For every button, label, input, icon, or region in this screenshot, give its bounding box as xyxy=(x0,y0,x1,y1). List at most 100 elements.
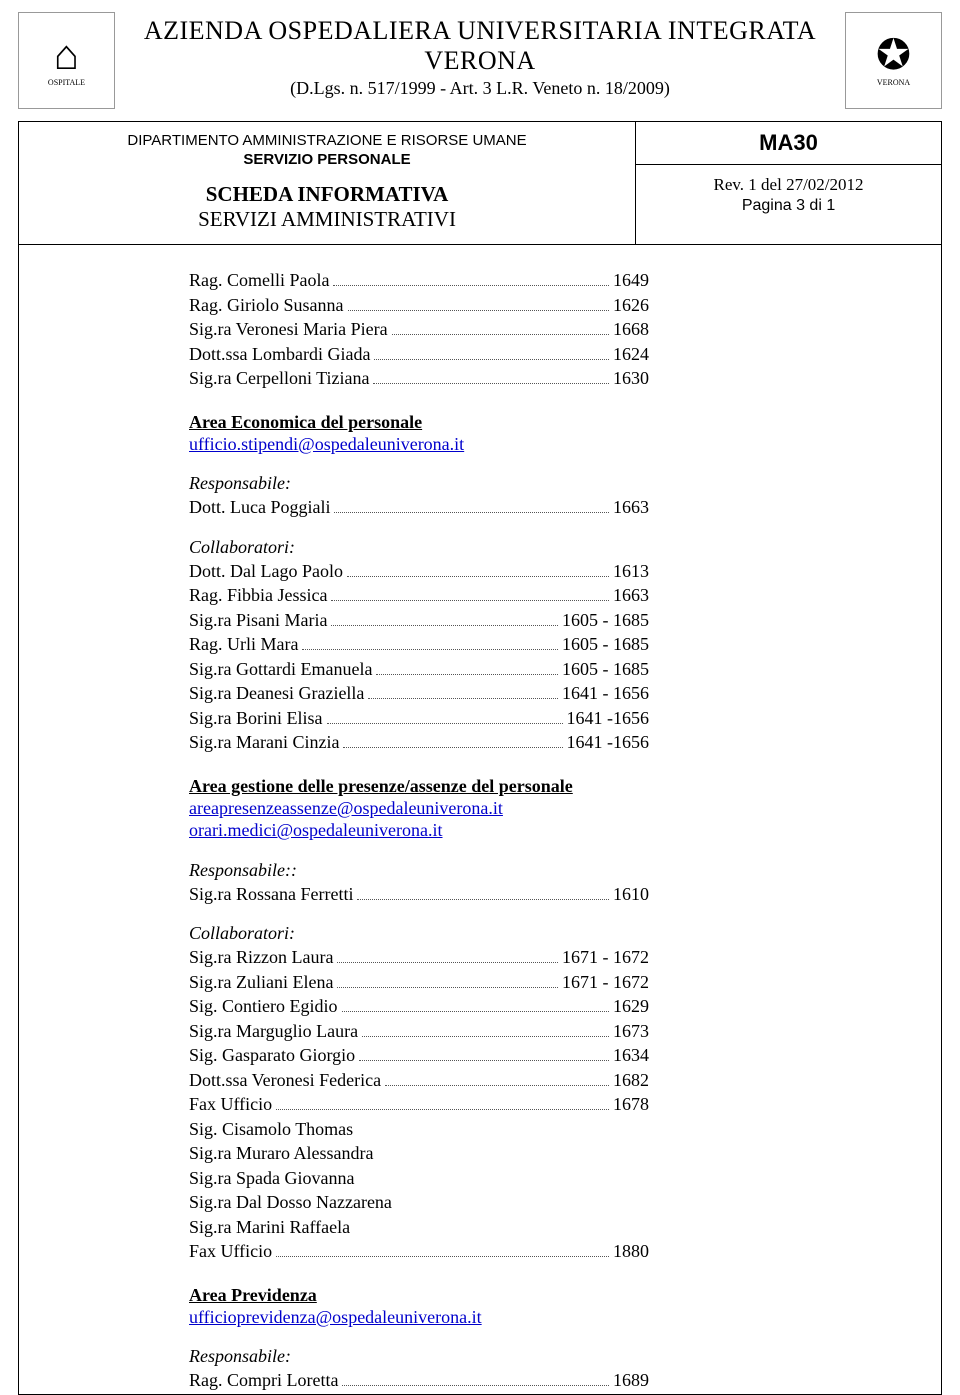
page-line: Pagina 3 di 1 xyxy=(640,197,937,215)
person-name: Rag. Urli Mara xyxy=(189,633,298,656)
table-row: Sig.ra Marguglio Laura 1673 xyxy=(189,1020,649,1043)
person-ext: 1641 -1656 xyxy=(567,707,650,730)
person-name: Sig.ra Marani Cinzia xyxy=(189,731,339,754)
collab-label-2: Collaboratori: xyxy=(189,923,941,944)
legal-line: (D.Lgs. n. 517/1999 - Art. 3 L.R. Veneto… xyxy=(115,78,845,99)
person-name: Sig.ra Borini Elisa xyxy=(189,707,323,730)
leader-dots xyxy=(334,512,609,513)
rev-block: Rev. 1 del 27/02/2012 Pagina 3 di 1 xyxy=(636,165,941,225)
leader-dots xyxy=(392,334,609,335)
leader-dots xyxy=(327,723,563,724)
collab-label-1: Collaboratori: xyxy=(189,537,941,558)
person-name: Rag. Giriolo Susanna xyxy=(189,294,344,317)
person-name: Sig. Cisamolo Thomas xyxy=(189,1118,353,1141)
dept-line: DIPARTIMENTO AMMINISTRAZIONE E RISORSE U… xyxy=(31,132,623,149)
leader-dots xyxy=(348,310,610,311)
table-row: Rag. Comelli Paola1649 xyxy=(189,269,649,292)
person-name: Sig.ra Marini Raffaela xyxy=(189,1216,350,1239)
table-row: Dott.ssa Veronesi Federica 1682 xyxy=(189,1069,649,1092)
table-row: Sig.ra Borini Elisa 1641 -1656 xyxy=(189,707,649,730)
leader-dots xyxy=(342,1011,610,1012)
person-name: Dott. Luca Poggiali xyxy=(189,496,330,519)
table-row: Fax Ufficio 1880 xyxy=(189,1240,649,1263)
table-row: Dott.ssa Lombardi Giada1624 xyxy=(189,343,649,366)
collab3: Sig.ra Rizzon Laura1671 - 1672Sig.ra Zul… xyxy=(189,946,941,1263)
seal-icon: ✪ xyxy=(876,33,911,79)
leader-dots xyxy=(276,1109,609,1110)
table-row: Sig.ra Marini Raffaela xyxy=(189,1216,649,1239)
person-ext: 1605 - 1685 xyxy=(562,633,649,656)
collab2: Dott. Dal Lago Paolo1613Rag. Fibbia Jess… xyxy=(189,560,941,754)
org-title-2: VERONA xyxy=(115,46,845,76)
person-ext: 1668 xyxy=(613,318,649,341)
table-row: Sig.ra Zuliani Elena 1671 - 1672 xyxy=(189,971,649,994)
area-presenze-email2[interactable]: orari.medici@ospedaleuniverona.it xyxy=(189,819,941,842)
table-row: Sig.ra Muraro Alessandra xyxy=(189,1142,649,1165)
person-name: Sig.ra Dal Dosso Nazzarena xyxy=(189,1191,392,1214)
table-row: Sig.ra Spada Giovanna xyxy=(189,1167,649,1190)
table-row: Sig.ra Rizzon Laura1671 - 1672 xyxy=(189,946,649,969)
page: ⌂ OSPITALE AZIENDA OSPEDALIERA UNIVERSIT… xyxy=(0,0,960,1375)
area-presenze-email1[interactable]: areapresenzeassenze@ospedaleuniverona.it xyxy=(189,797,941,820)
person-ext: 1671 - 1672 xyxy=(562,971,649,994)
logo-right-caption: VERONA xyxy=(877,79,910,88)
person-ext: 1626 xyxy=(613,294,649,317)
leader-dots xyxy=(368,698,558,699)
header-center: AZIENDA OSPEDALIERA UNIVERSITARIA INTEGR… xyxy=(115,12,845,99)
table-row: Dott. Luca Poggiali 1663 xyxy=(189,496,649,519)
person-name: Sig.ra Zuliani Elena xyxy=(189,971,333,994)
person-ext: 1641 - 1656 xyxy=(562,682,649,705)
info-box-right: MA30 Rev. 1 del 27/02/2012 Pagina 3 di 1 xyxy=(636,122,941,244)
area-previdenza-email[interactable]: ufficioprevidenza@ospedaleuniverona.it xyxy=(189,1306,941,1329)
doc-code: MA30 xyxy=(636,122,941,165)
body: Rag. Comelli Paola1649Rag. Giriolo Susan… xyxy=(18,245,942,1395)
person-name: Sig.ra Muraro Alessandra xyxy=(189,1142,373,1165)
person-ext: 1641 -1656 xyxy=(567,731,650,754)
resp-label-1: Responsabile: xyxy=(189,473,941,494)
person-ext: 1673 xyxy=(613,1020,649,1043)
table-row: Sig.ra Veronesi Maria Piera1668 xyxy=(189,318,649,341)
person-name: Sig.ra Cerpelloni Tiziana xyxy=(189,367,369,390)
person-ext: 1610 xyxy=(613,883,649,906)
logo-left: ⌂ OSPITALE xyxy=(18,12,115,109)
person-name: Dott. Dal Lago Paolo xyxy=(189,560,343,583)
person-name: Sig.ra Gottardi Emanuela xyxy=(189,658,372,681)
area-economica-email[interactable]: ufficio.stipendi@ospedaleuniverona.it xyxy=(189,433,941,456)
person-name: Rag. Compri Loretta xyxy=(189,1369,338,1392)
person-name: Dott.ssa Veronesi Federica xyxy=(189,1069,381,1092)
table-row: Fax Ufficio 1678 xyxy=(189,1093,649,1116)
person-name: Sig.ra Spada Giovanna xyxy=(189,1167,354,1190)
leader-dots xyxy=(276,1256,609,1257)
leader-dots xyxy=(376,674,558,675)
person-name: Dott.ssa Lombardi Giada xyxy=(189,343,370,366)
leader-dots xyxy=(347,576,609,577)
rev-line: Rev. 1 del 27/02/2012 xyxy=(640,175,937,195)
logo-left-caption: OSPITALE xyxy=(48,79,85,88)
leader-dots xyxy=(302,649,558,650)
person-ext: 1663 xyxy=(613,496,649,519)
table-row: Sig.ra Cerpelloni Tiziana1630 xyxy=(189,367,649,390)
header-row: ⌂ OSPITALE AZIENDA OSPEDALIERA UNIVERSIT… xyxy=(18,12,942,109)
table-row: Rag. Fibbia Jessica1663 xyxy=(189,584,649,607)
leader-dots xyxy=(362,1036,609,1037)
person-ext: 1689 xyxy=(613,1369,649,1392)
logo-right: ✪ VERONA xyxy=(845,12,942,109)
servizi-line: SERVIZI AMMINISTRATIVI xyxy=(31,207,623,232)
table-row: Sig.ra Marani Cinzia 1641 -1656 xyxy=(189,731,649,754)
shield-icon: ⌂ xyxy=(54,33,79,79)
table-row: Rag. Compri Loretta 1689 xyxy=(189,1369,649,1392)
person-name: Fax Ufficio xyxy=(189,1240,272,1263)
person-name: Sig.ra Rizzon Laura xyxy=(189,946,333,969)
person-name: Sig.ra Pisani Maria xyxy=(189,609,327,632)
table-row: Sig. Cisamolo Thomas xyxy=(189,1118,649,1141)
leader-dots xyxy=(385,1085,609,1086)
servizio-line: SERVIZIO PERSONALE xyxy=(31,151,623,168)
person-name: Sig. Gasparato Giorgio xyxy=(189,1044,355,1067)
person-name: Rag. Comelli Paola xyxy=(189,269,329,292)
leader-dots xyxy=(357,899,609,900)
person-ext: 1663 xyxy=(613,584,649,607)
info-box: DIPARTIMENTO AMMINISTRAZIONE E RISORSE U… xyxy=(18,121,942,245)
person-ext: 1629 xyxy=(613,995,649,1018)
person-ext: 1678 xyxy=(613,1093,649,1116)
leader-dots xyxy=(343,747,562,748)
